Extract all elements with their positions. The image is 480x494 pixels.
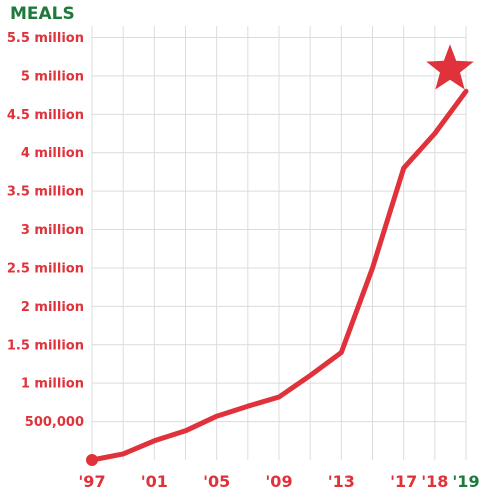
data-point xyxy=(464,89,468,93)
x-axis-labels: '97 '01 '05 '09 '13 '17'18'19 xyxy=(78,472,479,491)
data-point xyxy=(121,452,125,456)
data-point xyxy=(308,374,312,378)
x-tick-label: '18 xyxy=(421,472,448,491)
data-point xyxy=(152,439,156,443)
y-tick-label: 1.5 million xyxy=(7,338,84,353)
x-tick-label: '13 xyxy=(328,472,355,491)
start-dot-marker xyxy=(86,454,98,466)
data-point xyxy=(433,132,437,136)
x-tick-label: '09 xyxy=(265,472,292,491)
x-tick-label: '17 xyxy=(390,472,417,491)
y-tick-label: 3 million xyxy=(21,223,84,238)
star-icon xyxy=(426,44,474,90)
y-tick-label: 4.5 million xyxy=(7,108,84,123)
grid-lines xyxy=(91,26,467,460)
y-tick-label: 2 million xyxy=(21,300,84,315)
x-tick-label: '97 xyxy=(78,472,105,491)
y-tick-label: 500,000 xyxy=(25,415,84,430)
y-axis-labels: 500,000 1 million 1.5 million 2 million 2.5 … xyxy=(7,31,84,430)
chart-title: MEALS xyxy=(10,4,75,24)
y-tick-label: 5 million xyxy=(21,69,84,84)
y-tick-label: 2.5 million xyxy=(7,261,84,276)
x-tick-label: '19 xyxy=(452,472,479,491)
y-tick-label: 1 million xyxy=(21,377,84,392)
data-point xyxy=(277,395,281,399)
data-point xyxy=(215,414,219,418)
series-group xyxy=(86,44,474,466)
data-point xyxy=(402,166,406,170)
x-tick-label: '05 xyxy=(203,472,230,491)
y-tick-label: 5.5 million xyxy=(7,31,84,46)
data-point xyxy=(184,429,187,433)
data-point xyxy=(339,350,343,354)
data-point xyxy=(246,404,250,408)
y-tick-label: 3.5 million xyxy=(7,185,84,200)
data-point xyxy=(371,266,374,270)
y-tick-label: 4 million xyxy=(21,146,84,161)
x-tick-label: '01 xyxy=(141,472,168,491)
